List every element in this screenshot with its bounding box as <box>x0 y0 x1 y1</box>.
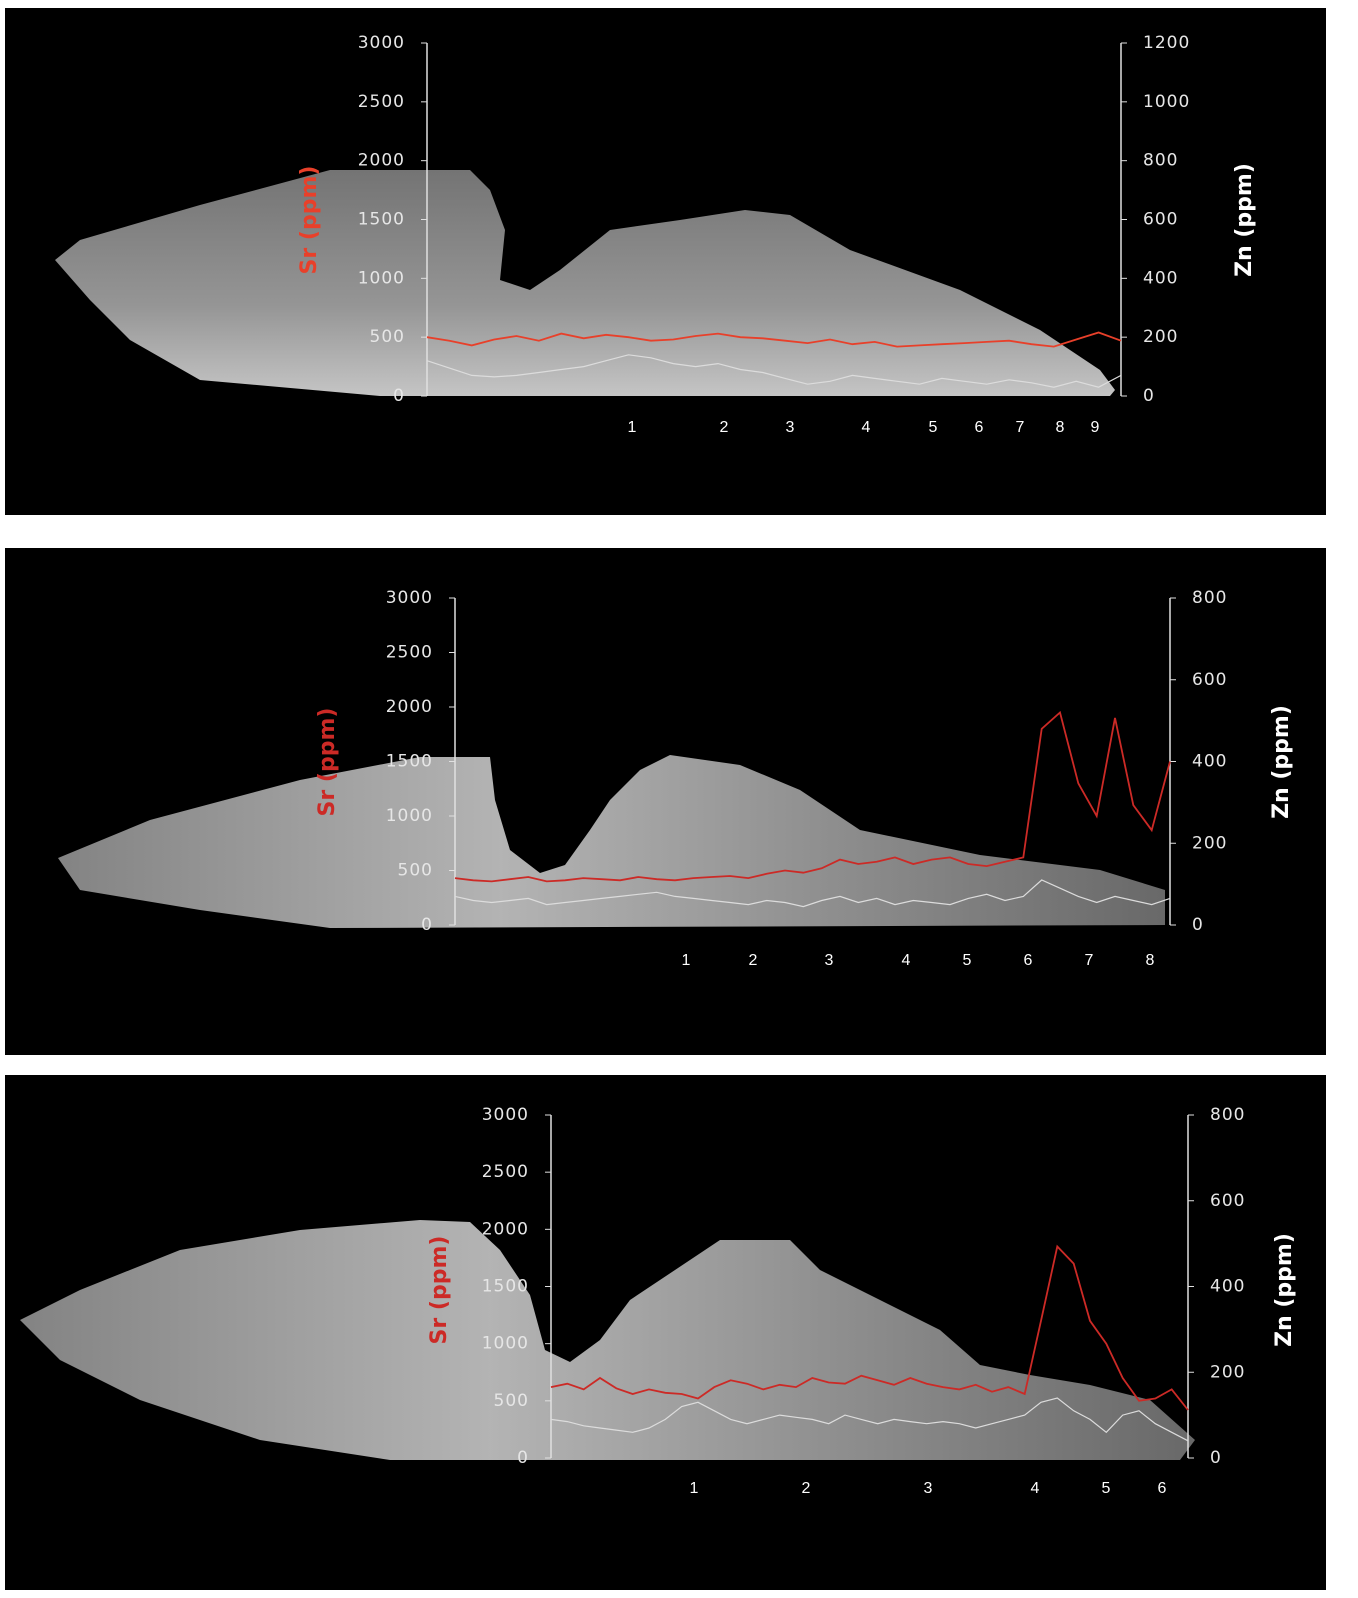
annulus-label: 6 <box>1158 1480 1167 1497</box>
annulus-label: 4 <box>902 952 911 969</box>
y2-tick-label: 200 <box>1210 1362 1245 1382</box>
y2-tick-label: 600 <box>1210 1191 1245 1211</box>
annulus-label: 2 <box>720 419 729 436</box>
y-tick-label: 2000 <box>386 697 433 717</box>
y2-tick-label: 600 <box>1192 670 1227 690</box>
y-tick-label: 1000 <box>482 1334 529 1354</box>
annulus-label: 5 <box>963 952 972 969</box>
y-tick-label: 2500 <box>386 643 433 663</box>
y-tick-label: 3000 <box>386 588 433 608</box>
y2-tick-label: 400 <box>1143 268 1178 288</box>
annulus-label: 5 <box>929 419 938 436</box>
y-tick-label: 2000 <box>358 151 405 171</box>
y-tick-label: 1000 <box>386 806 433 826</box>
y-tick-label: 1500 <box>386 752 433 772</box>
y-tick-label: 0 <box>421 915 433 935</box>
y2-tick-label: 600 <box>1143 210 1178 230</box>
annulus-label: 3 <box>786 419 795 436</box>
annulus-label: 4 <box>1031 1480 1040 1497</box>
y-tick-label: 3000 <box>482 1105 529 1125</box>
zn-line <box>550 1397 1189 1442</box>
otolith-image <box>58 755 1165 928</box>
y2-axis-title: Zn (ppm) <box>1272 1233 1297 1347</box>
y2-tick-label: 800 <box>1210 1105 1245 1125</box>
y2-tick-label: 400 <box>1210 1277 1245 1297</box>
y-axis-title: Sr (ppm) <box>315 708 340 817</box>
y-tick-label: 2500 <box>358 92 405 112</box>
y-tick-label: 1000 <box>358 268 405 288</box>
annulus-label: 2 <box>749 952 758 969</box>
annulus-label: 8 <box>1056 419 1065 436</box>
annulus-label: 8 <box>1146 952 1155 969</box>
y2-tick-label: 1200 <box>1143 33 1190 53</box>
y-tick-label: 1500 <box>358 210 405 230</box>
y-tick-label: 500 <box>494 1391 529 1411</box>
sr-line <box>454 710 1171 883</box>
y2-tick-label: 1000 <box>1143 92 1190 112</box>
zn-line <box>454 879 1171 908</box>
y-tick-label: 0 <box>517 1448 529 1468</box>
otolith-image <box>55 170 1115 396</box>
y2-axis-title: Zn (ppm) <box>1232 163 1257 277</box>
zn-line <box>426 354 1122 388</box>
y-tick-label: 500 <box>370 327 405 347</box>
y2-tick-label: 800 <box>1192 588 1227 608</box>
y2-tick-label: 800 <box>1143 151 1178 171</box>
y2-axis-title: Zn (ppm) <box>1269 705 1294 819</box>
y-tick-label: 3000 <box>358 33 405 53</box>
y-axis-title: Sr (ppm) <box>427 1236 452 1345</box>
y-tick-label: 0 <box>393 386 405 406</box>
y-axis-title: Sr (ppm) <box>297 166 322 275</box>
annulus-label: 2 <box>802 1480 811 1497</box>
annulus-label: 9 <box>1091 419 1100 436</box>
y-tick-label: 2000 <box>482 1219 529 1239</box>
y2-tick-label: 0 <box>1192 915 1204 935</box>
annulus-label: 6 <box>975 419 984 436</box>
annulus-label: 1 <box>690 1480 699 1497</box>
sr-line <box>550 1244 1189 1411</box>
annulus-label: 6 <box>1024 952 1033 969</box>
annulus-label: 3 <box>924 1480 933 1497</box>
y-tick-label: 1500 <box>482 1277 529 1297</box>
annulus-label: 5 <box>1102 1480 1111 1497</box>
annulus-label: 3 <box>825 952 834 969</box>
y-tick-label: 500 <box>398 861 433 881</box>
annulus-label: 7 <box>1085 952 1094 969</box>
y2-tick-label: 200 <box>1143 327 1178 347</box>
otolith-image <box>20 1220 1195 1460</box>
annulus-label: 7 <box>1016 419 1025 436</box>
y2-tick-label: 0 <box>1210 1448 1222 1468</box>
y2-tick-label: 200 <box>1192 833 1227 853</box>
annulus-label: 1 <box>628 419 637 436</box>
y-tick-label: 2500 <box>482 1162 529 1182</box>
annulus-label: 1 <box>682 952 691 969</box>
sr-line <box>426 331 1122 348</box>
y2-tick-label: 400 <box>1192 752 1227 772</box>
annulus-label: 4 <box>862 419 871 436</box>
y2-tick-label: 0 <box>1143 386 1155 406</box>
